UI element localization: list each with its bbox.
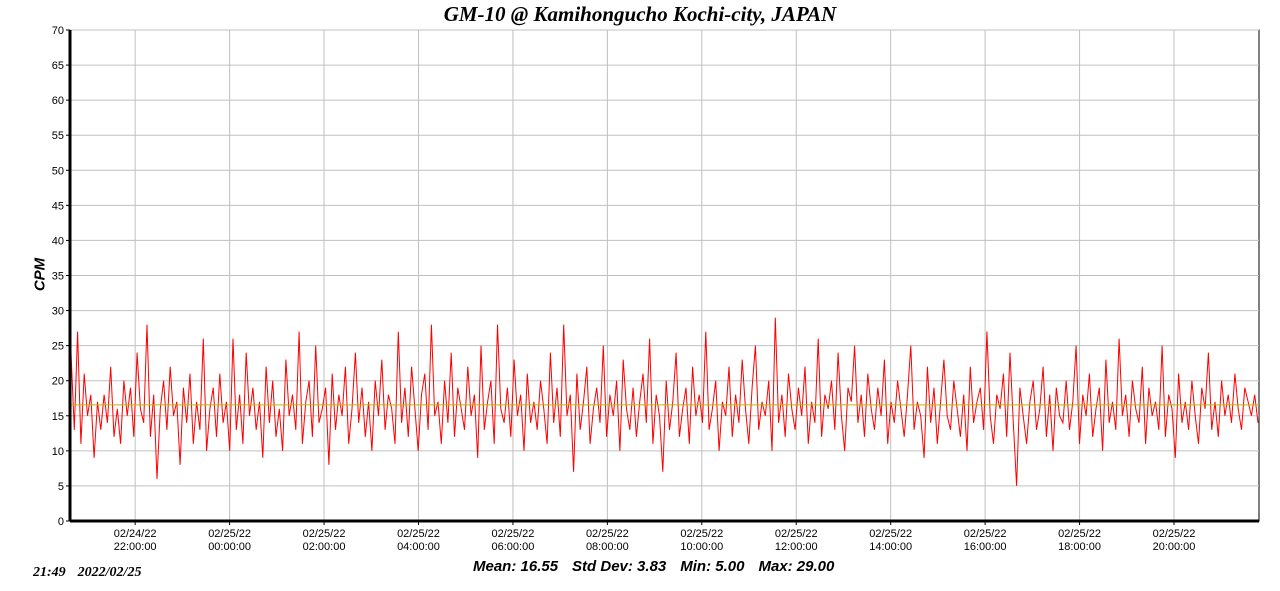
- x-tick-date: 02/25/22: [208, 528, 251, 540]
- x-tick-time: 04:00:00: [397, 541, 440, 553]
- x-tick-date: 02/25/22: [964, 528, 1007, 540]
- y-tick-label: 35: [52, 271, 64, 283]
- y-tick-label: 30: [52, 306, 64, 318]
- stat-max: Max: 29.00: [758, 558, 835, 575]
- stats-summary: Mean: 16.55 Std Dev: 3.83 Min: 5.00 Max: 29…: [473, 558, 848, 575]
- y-tick-label: 55: [52, 130, 64, 142]
- x-tick-time: 12:00:00: [775, 541, 818, 553]
- x-tick-date: 02/25/22: [869, 528, 912, 540]
- x-tick-date: 02/25/22: [303, 528, 346, 540]
- y-tick-label: 0: [58, 516, 64, 528]
- y-tick-label: 15: [52, 411, 64, 423]
- stat-min: Min: 5.00: [680, 558, 745, 575]
- cpm-series-line: [70, 317, 1259, 486]
- stat-std-dev: Std Dev: 3.83: [572, 558, 667, 575]
- x-tick-date: 02/25/22: [775, 528, 818, 540]
- y-tick-label: 5: [58, 481, 64, 493]
- x-tick-date: 02/24/22: [114, 528, 157, 540]
- x-tick-time: 02:00:00: [303, 541, 346, 553]
- y-tick-label: 40: [52, 235, 64, 247]
- x-tick-date: 02/25/22: [586, 528, 629, 540]
- x-tick-time: 08:00:00: [586, 541, 629, 553]
- x-tick-date: 02/25/22: [492, 528, 535, 540]
- x-tick-time: 20:00:00: [1153, 541, 1196, 553]
- y-tick-label: 20: [52, 376, 64, 388]
- y-tick-label: 10: [52, 446, 64, 458]
- x-tick-time: 06:00:00: [492, 541, 535, 553]
- y-tick-label: 65: [52, 60, 64, 72]
- timestamp-time: 21:49: [33, 565, 66, 580]
- x-tick-date: 02/25/22: [397, 528, 440, 540]
- x-tick-date: 02/25/22: [680, 528, 723, 540]
- stat-mean: Mean: 16.55: [473, 558, 559, 575]
- x-tick-time: 18:00:00: [1058, 541, 1101, 553]
- x-tick-date: 02/25/22: [1153, 528, 1196, 540]
- y-axis-label: CPM: [31, 257, 49, 292]
- chart-title: GM-10 @ Kamihongucho Kochi-city, JAPAN: [443, 2, 837, 26]
- x-tick-time: 10:00:00: [680, 541, 723, 553]
- x-tick-time: 16:00:00: [964, 541, 1007, 553]
- x-tick-time: 14:00:00: [869, 541, 912, 553]
- timestamp: 21:49 2022/02/25: [33, 565, 153, 581]
- x-tick-time: 22:00:00: [114, 541, 157, 553]
- y-tick-label: 60: [52, 95, 64, 107]
- x-tick-date: 02/25/22: [1058, 528, 1101, 540]
- x-tick-time: 00:00:00: [208, 541, 251, 553]
- y-tick-label: 70: [52, 25, 64, 37]
- timestamp-date: 2022/02/25: [77, 565, 142, 580]
- y-tick-label: 50: [52, 165, 64, 177]
- y-tick-label: 25: [52, 341, 64, 353]
- y-tick-label: 45: [52, 200, 64, 212]
